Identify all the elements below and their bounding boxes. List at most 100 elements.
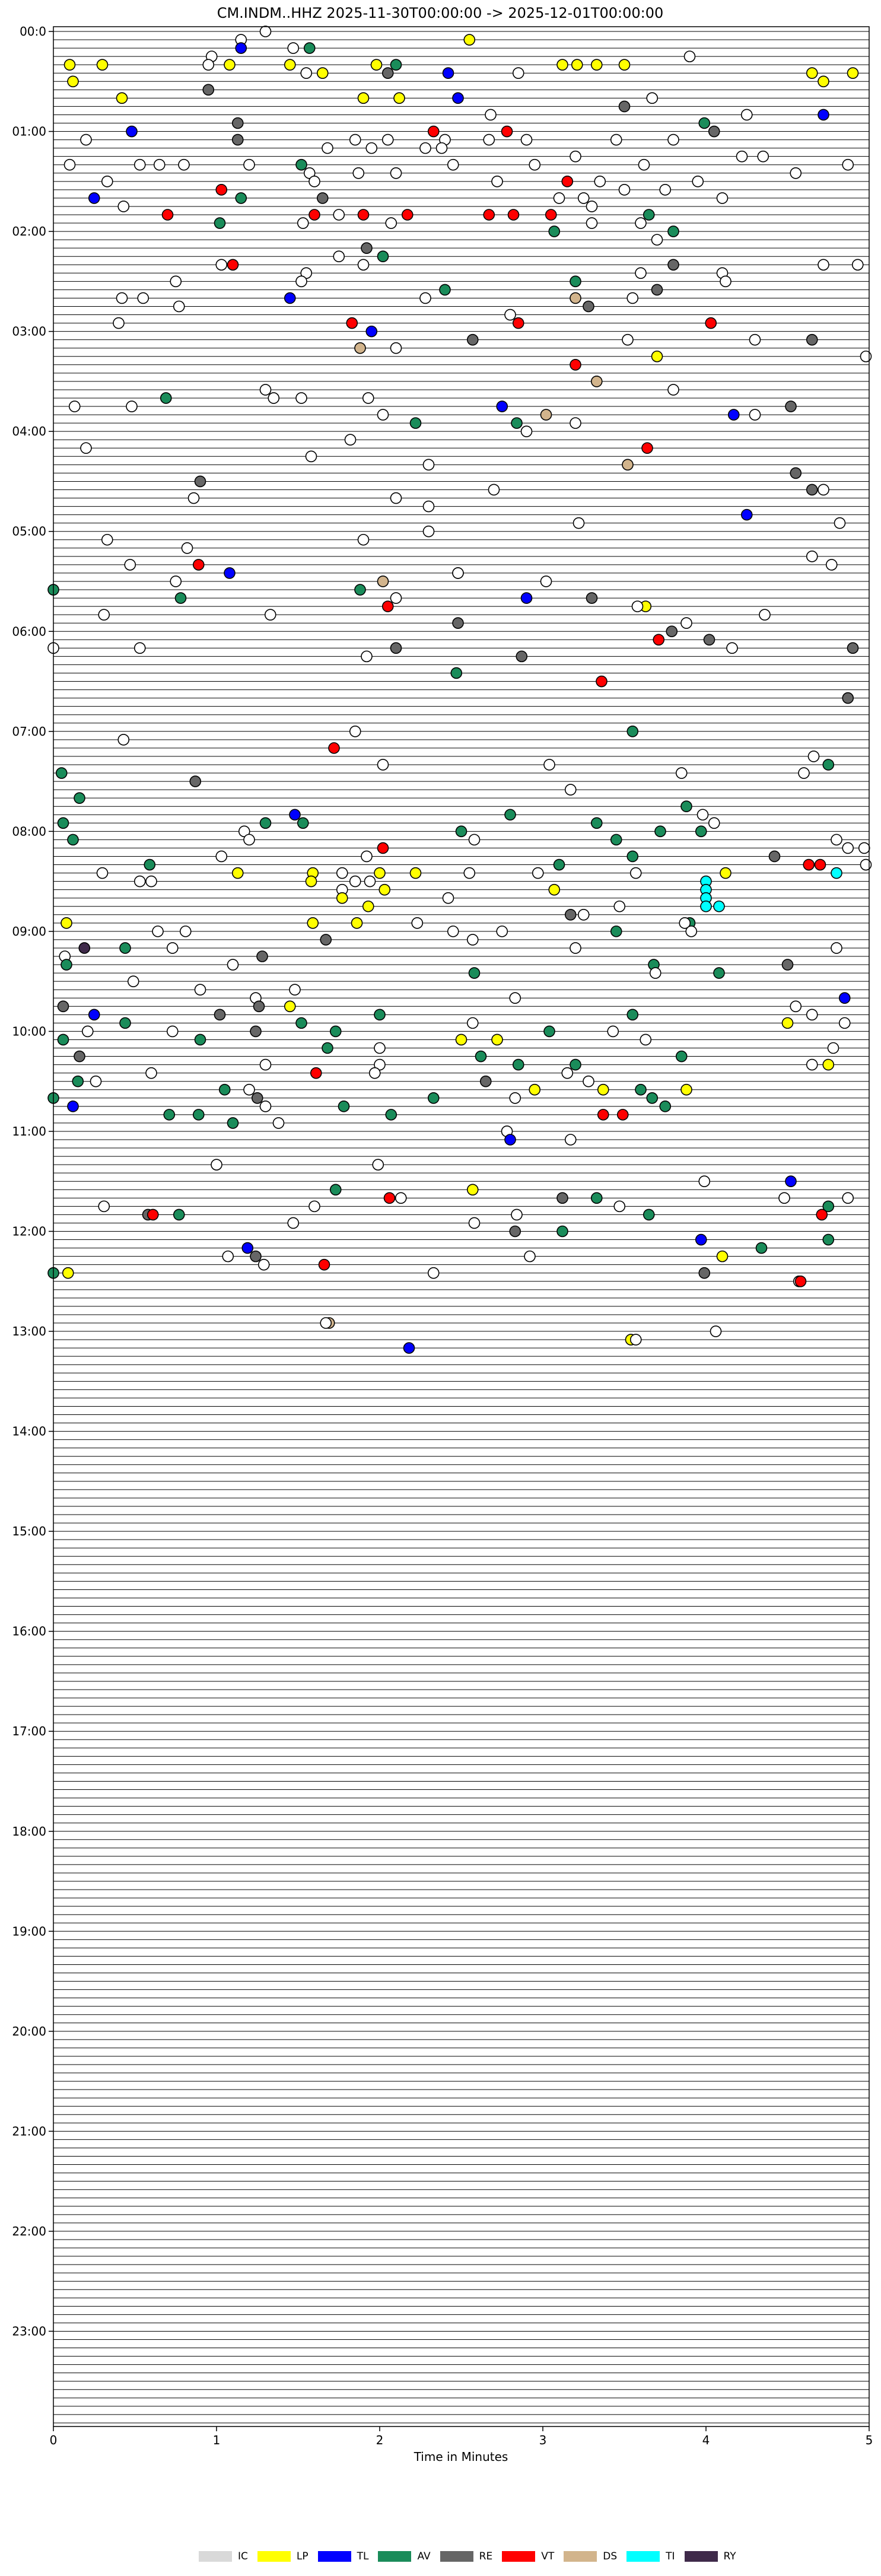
event-marker-ic <box>749 333 761 346</box>
event-marker-av <box>698 117 711 129</box>
event-marker-ic <box>860 858 872 871</box>
event-marker-ic <box>133 875 146 888</box>
event-marker-av <box>119 1017 131 1029</box>
event-marker-vt <box>357 209 370 221</box>
event-marker-ic <box>610 133 622 146</box>
event-marker-ic <box>361 850 373 863</box>
legend-label: RY <box>723 2550 736 2562</box>
event-marker-ic <box>726 642 738 654</box>
event-marker-vt <box>346 317 358 329</box>
event-marker-re <box>509 1225 521 1238</box>
event-marker-vt <box>147 1209 159 1221</box>
event-marker-lp <box>466 1184 479 1196</box>
event-marker-ic <box>827 1042 839 1054</box>
legend-swatch <box>502 2551 536 2562</box>
event-marker-ic <box>268 392 280 404</box>
legend-swatch <box>440 2551 473 2562</box>
event-marker-ic <box>166 942 179 954</box>
event-marker-ic <box>540 575 552 587</box>
event-marker-re <box>251 1092 263 1104</box>
event-marker-re <box>250 1025 262 1038</box>
event-marker-re <box>202 84 215 96</box>
event-marker-vt <box>318 1258 330 1271</box>
event-marker-ic <box>631 600 644 612</box>
event-marker-lp <box>393 92 405 104</box>
event-marker-av <box>680 800 692 812</box>
event-marker-av <box>822 1200 835 1213</box>
event-marker-ic <box>790 1000 802 1013</box>
legend-label: IC <box>238 2550 248 2562</box>
event-marker-av <box>646 1092 659 1104</box>
event-marker-tl <box>241 1242 254 1254</box>
event-marker-ic <box>520 133 533 146</box>
event-marker-ic <box>512 67 524 79</box>
event-marker-av <box>667 225 679 237</box>
event-marker-ic <box>680 617 692 629</box>
event-marker-ic <box>259 1058 272 1071</box>
event-marker-ic <box>333 250 345 263</box>
event-marker-ic <box>357 533 370 546</box>
event-marker-ic <box>708 817 720 829</box>
event-marker-av <box>590 817 603 829</box>
event-marker-ic <box>511 1209 523 1221</box>
event-marker-av <box>295 158 307 171</box>
event-marker-ry <box>78 942 91 954</box>
event-marker-ic <box>377 409 389 421</box>
event-marker-av <box>218 1083 231 1096</box>
event-marker-ic <box>509 1092 521 1104</box>
event-marker-re <box>842 692 854 704</box>
event-marker-ic <box>101 176 113 187</box>
event-marker-av <box>590 1192 603 1204</box>
event-marker-re <box>556 1192 568 1204</box>
event-marker-av <box>475 1050 487 1063</box>
y-tick-label: 08:00 <box>12 824 46 838</box>
event-marker-av <box>635 1083 647 1096</box>
event-marker-tl <box>442 67 454 79</box>
event-marker-ic <box>613 900 626 912</box>
event-marker-vt <box>215 184 228 196</box>
y-tick-label: 02:00 <box>12 224 46 238</box>
event-marker-av <box>214 217 226 229</box>
y-tick-label: 15:00 <box>12 1524 46 1538</box>
event-marker-ic <box>272 1117 285 1129</box>
y-tick-label: 21:00 <box>12 2124 46 2138</box>
event-marker-vt <box>803 858 815 871</box>
event-marker-av <box>450 667 463 679</box>
event-marker-ic <box>381 133 394 146</box>
legend-label: TL <box>357 2550 369 2562</box>
legend-swatch <box>626 2551 660 2562</box>
event-marker-lp <box>336 892 348 904</box>
x-tick-label: 4 <box>702 2433 710 2447</box>
event-marker-ic <box>442 892 454 904</box>
event-marker-ic <box>659 184 672 196</box>
event-marker-ic <box>466 934 479 946</box>
event-marker-ic <box>720 275 731 288</box>
event-marker-av <box>755 1242 768 1254</box>
event-marker-vt <box>653 634 665 646</box>
event-marker-av <box>55 767 68 779</box>
event-marker-ic <box>570 150 581 163</box>
legend-label: VT <box>541 2550 555 2562</box>
event-marker-vt <box>561 176 574 187</box>
event-marker-ic <box>798 767 810 779</box>
event-marker-ic <box>145 1067 157 1079</box>
event-marker-ic <box>716 192 729 204</box>
legend-item-vt: VT <box>502 2550 554 2562</box>
x-tick-label: 5 <box>866 2433 873 2447</box>
event-marker-ic <box>90 1075 102 1087</box>
event-marker-ic <box>831 834 842 846</box>
event-markers <box>47 26 872 1354</box>
event-marker-ic <box>692 176 704 187</box>
legend-label: TI <box>666 2550 675 2562</box>
event-marker-lp <box>96 59 109 71</box>
event-marker-ic <box>858 842 870 854</box>
event-marker-av <box>390 59 402 71</box>
event-marker-ic <box>838 1017 851 1029</box>
event-marker-ic <box>427 1267 440 1279</box>
event-marker-av <box>713 967 725 979</box>
event-marker-tl <box>818 109 829 121</box>
event-marker-tl <box>838 992 851 1004</box>
event-marker-ic <box>675 767 688 779</box>
event-marker-re <box>74 1050 85 1063</box>
event-marker-ds <box>354 342 366 354</box>
